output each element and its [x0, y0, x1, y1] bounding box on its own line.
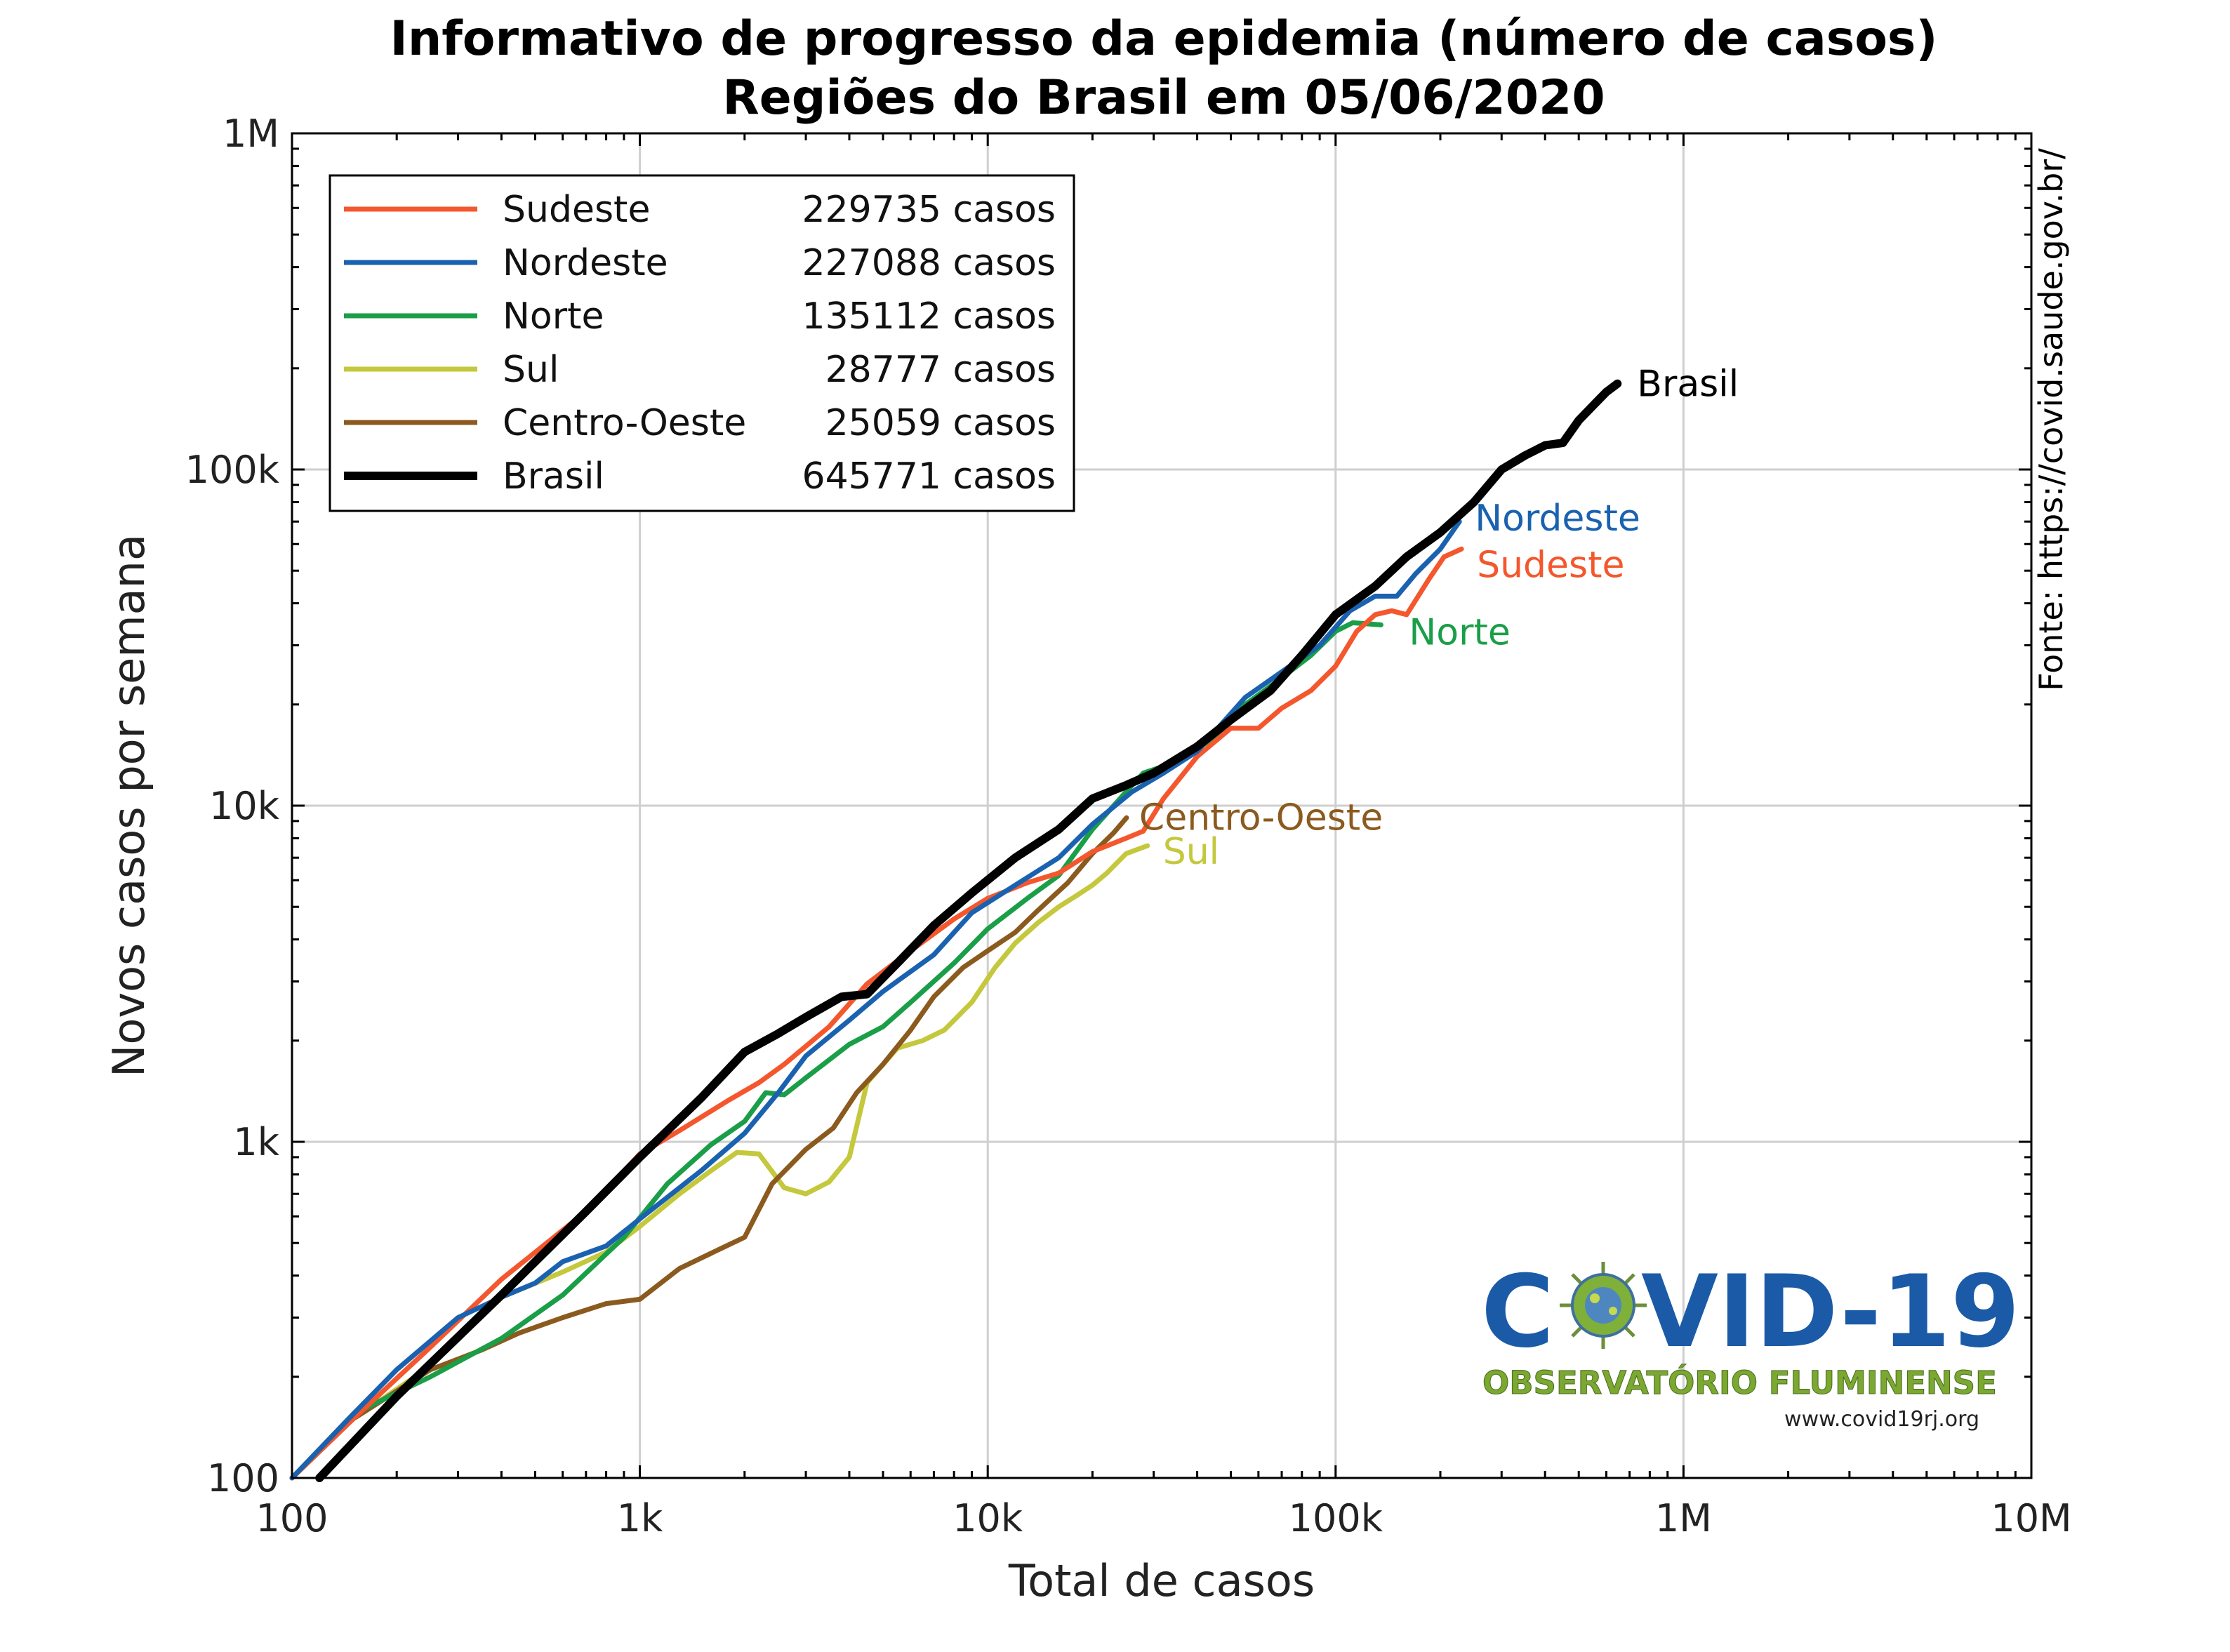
- end-label-sul: Sul: [1163, 831, 1219, 873]
- end-label-nordeste: Nordeste: [1475, 498, 1640, 540]
- y-tick-labels: 100 1k 10k 100k 1M: [185, 112, 280, 1500]
- legend-value-brasil: 645771 casos: [802, 455, 1056, 498]
- legend-value-nordeste: 227088 casos: [802, 242, 1056, 284]
- chart-title: Informativo de progresso da epidemia (nú…: [390, 11, 1938, 67]
- end-label-centro-oeste: Centro-Oeste: [1139, 797, 1383, 839]
- x-tick-label: 1k: [617, 1496, 663, 1540]
- series-line-nordeste: [289, 519, 1462, 1481]
- legend-label-sul: Sul: [503, 349, 559, 391]
- covid19-logo: C VID-19 OBSERVATÓRIO FLUMINENSE www.cov…: [1481, 1254, 2020, 1432]
- legend-label-nordeste: Nordeste: [503, 242, 668, 284]
- source-note: Fonte: https://covid.saude.gov.br/: [2032, 148, 2070, 691]
- series-line-sul: [289, 843, 1150, 1481]
- x-axis-label: Total de casos: [1008, 1555, 1315, 1606]
- logo-subtitle: OBSERVATÓRIO FLUMINENSE: [1482, 1364, 1997, 1401]
- virus-icon: [1560, 1262, 1647, 1349]
- y-tick-label: 100k: [185, 448, 280, 492]
- x-tick-label: 100: [255, 1496, 328, 1540]
- plot-frame: [291, 132, 2033, 1479]
- x-tick-labels: 100 1k 10k 100k 1M 10M: [255, 1496, 2071, 1540]
- legend-value-sudeste: 229735 casos: [802, 189, 1056, 231]
- legend-value-norte: 135112 casos: [802, 295, 1056, 338]
- legend-label-norte: Norte: [503, 295, 604, 338]
- logo-wordmark: VID-19: [1641, 1254, 2020, 1370]
- chart-subtitle: Regiões do Brasil em 05/06/2020: [722, 70, 1605, 126]
- x-tick-label: 1M: [1655, 1496, 1712, 1540]
- y-axis-label: Novos casos por semana: [103, 534, 154, 1077]
- end-label-norte: Norte: [1409, 611, 1510, 653]
- end-label-sudeste: Sudeste: [1477, 544, 1624, 586]
- x-tick-label: 100k: [1289, 1496, 1383, 1540]
- legend-label-brasil: Brasil: [503, 455, 604, 498]
- y-tick-label: 10k: [209, 784, 280, 828]
- series-line-centro-oeste: [289, 815, 1129, 1481]
- legend-label-centro-oeste: Centro-Oeste: [503, 402, 746, 444]
- legend: Sudeste 229735 casos Nordeste 227088 casos N…: [328, 174, 1075, 512]
- legend-box: [328, 174, 1075, 512]
- series-lines: [289, 379, 1622, 1482]
- minor-ticks: [291, 133, 2031, 1479]
- y-tick-label: 100: [207, 1456, 279, 1500]
- y-tick-label: 1k: [233, 1120, 279, 1164]
- logo-url: www.covid19rj.org: [1784, 1407, 1979, 1432]
- legend-value-sul: 28777 casos: [825, 349, 1056, 391]
- x-tick-label: 10M: [1991, 1496, 2071, 1540]
- end-label-brasil: Brasil: [1637, 364, 1739, 406]
- x-tick-label: 10k: [953, 1496, 1023, 1540]
- legend-value-centro-oeste: 25059 casos: [825, 402, 1056, 444]
- series-line-brasil: [315, 379, 1622, 1482]
- legend-label-sudeste: Sudeste: [503, 189, 650, 231]
- y-tick-label: 1M: [223, 112, 279, 156]
- logo-letter-c: C: [1481, 1254, 1554, 1370]
